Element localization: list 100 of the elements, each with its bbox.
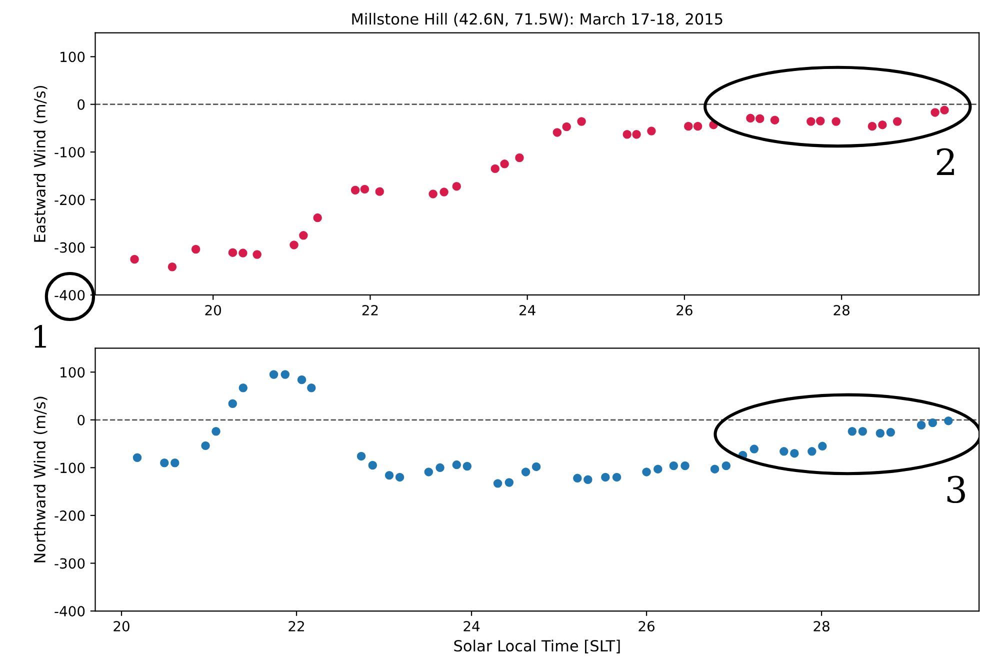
x-tick-label: 24: [520, 304, 536, 316]
point: [647, 126, 656, 136]
point: [808, 447, 816, 456]
point: [452, 182, 461, 191]
y-tick-label: -300: [54, 242, 85, 253]
x-tick-label: 26: [676, 304, 692, 316]
y-tick-label: -300: [54, 558, 85, 569]
point: [930, 108, 940, 117]
y-tick-label: -100: [54, 462, 85, 474]
point: [780, 447, 788, 456]
point: [395, 472, 404, 482]
y-axis-title: Northward Wind (m/s): [34, 396, 48, 562]
point: [916, 420, 926, 430]
text: 1: [34, 324, 46, 348]
x-tick-label: 24: [464, 620, 480, 632]
point: [818, 442, 827, 451]
point: [350, 186, 360, 195]
y-tick-label: 100: [60, 367, 85, 378]
point: [375, 187, 384, 196]
point: [440, 188, 448, 196]
point: [170, 458, 180, 468]
x-tick-label: 20: [205, 304, 222, 316]
point: [790, 448, 799, 458]
point: [132, 453, 142, 462]
chart-title: Millstone Hill (42.6N, 71.5W): March 17-18, 2015: [352, 12, 722, 27]
point: [493, 479, 502, 488]
point: [428, 190, 438, 198]
point: [160, 458, 169, 468]
y-tick-label: 100: [60, 52, 85, 62]
point: [368, 460, 378, 470]
point: [806, 117, 816, 126]
point: [573, 474, 582, 483]
point: [669, 461, 678, 470]
point: [356, 452, 366, 461]
point: [680, 461, 690, 470]
point: [490, 164, 500, 174]
point: [562, 122, 571, 132]
point: [642, 468, 651, 476]
point: [868, 122, 877, 131]
y-axis-title: Eastward Wind (m/s): [34, 86, 48, 242]
point: [848, 426, 857, 436]
point: [552, 128, 562, 137]
point: [228, 399, 238, 408]
point: [299, 231, 308, 240]
point: [532, 462, 541, 472]
point: [280, 370, 290, 379]
point: [424, 468, 434, 476]
point: [892, 117, 902, 126]
point: [130, 254, 139, 264]
y-tick-label: -100: [54, 146, 85, 158]
point: [876, 428, 885, 438]
point: [832, 117, 840, 126]
point: [191, 244, 200, 254]
point: [928, 418, 938, 428]
point: [584, 475, 592, 484]
point: [452, 460, 462, 470]
point: [307, 384, 316, 392]
y-tick-label: -400: [54, 290, 85, 300]
point: [612, 472, 622, 482]
x-tick-label: 28: [814, 620, 830, 632]
annotation: 3: [947, 476, 965, 504]
point: [632, 130, 641, 139]
point: [684, 122, 693, 131]
x-tick-label: 22: [362, 304, 378, 316]
point: [201, 441, 210, 450]
point: [238, 384, 248, 392]
point: [622, 130, 632, 139]
x-axis-title: Solar Local Time [SLT]: [454, 640, 620, 654]
x-tick-label: 22: [288, 620, 304, 632]
point: [504, 478, 514, 487]
point: [756, 114, 764, 124]
point: [500, 160, 509, 168]
x-tick-label: 26: [638, 620, 654, 632]
point: [515, 153, 524, 162]
point: [360, 184, 370, 194]
point: [168, 262, 177, 272]
point: [710, 464, 720, 474]
point: [878, 120, 887, 130]
y-tick-label: 0: [78, 99, 85, 110]
point: [462, 462, 472, 471]
y-tick-label: -400: [54, 606, 85, 616]
x-tick-label: 20: [114, 620, 130, 632]
point: [521, 468, 530, 476]
point: [212, 426, 220, 436]
point: [269, 370, 278, 379]
point: [746, 114, 755, 123]
point: [886, 428, 896, 437]
point: [654, 464, 662, 474]
point: [770, 116, 780, 124]
point: [858, 426, 868, 436]
y-tick-label: 0: [78, 414, 85, 426]
point: [577, 117, 586, 126]
point: [944, 416, 953, 426]
x-tick-label: 28: [834, 304, 850, 316]
point: [252, 250, 262, 259]
point: [940, 106, 949, 114]
point: [297, 375, 306, 384]
point: [816, 116, 825, 126]
point: [601, 472, 610, 482]
annotation: 2: [936, 148, 954, 176]
